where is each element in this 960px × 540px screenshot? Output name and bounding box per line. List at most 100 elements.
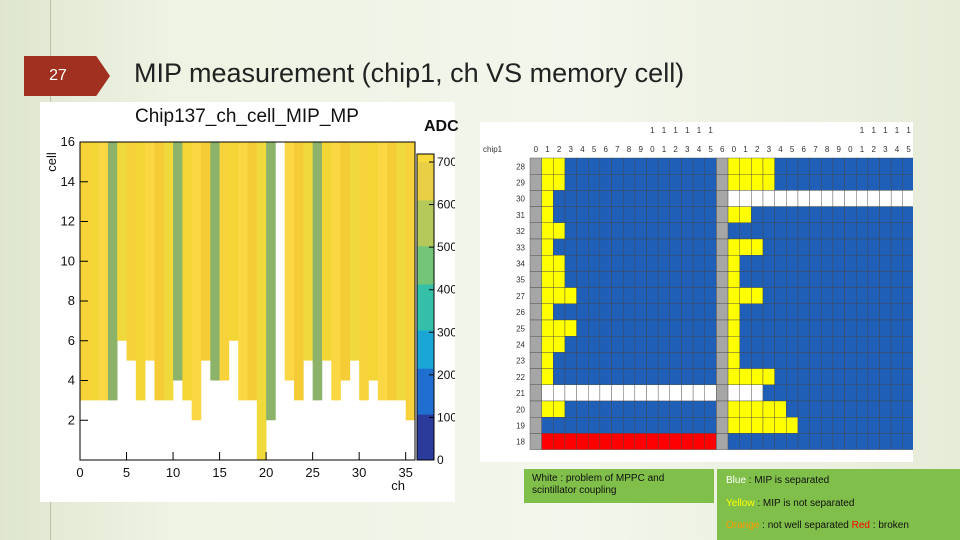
- table-top-digit: 1: [650, 126, 655, 135]
- channel-table-svg: 111111111111chip101234567890123456012345…: [480, 122, 945, 462]
- colorbar-segment: [417, 299, 434, 308]
- table-cell: [867, 287, 880, 305]
- table-cell: [832, 174, 845, 191]
- table-cell: [844, 319, 857, 337]
- table-cell: [704, 238, 717, 256]
- table-cell: [553, 206, 566, 223]
- x-tick-label: 10: [166, 465, 180, 480]
- table-cell: [902, 319, 915, 337]
- table-cell: [832, 335, 845, 353]
- table-col-digit: 2: [755, 145, 760, 154]
- table-col-digit: 1: [662, 145, 667, 154]
- table-cell: [821, 157, 834, 175]
- table-cell: [844, 190, 857, 207]
- table-cell: [646, 417, 659, 434]
- table-cell: [902, 352, 915, 369]
- table-cell: [611, 190, 624, 207]
- table-cell: [669, 368, 682, 386]
- table-cell: [704, 303, 717, 321]
- table-cell: [797, 335, 810, 353]
- table-cell: [809, 271, 822, 288]
- table-cell: [681, 254, 694, 272]
- table-cell: [716, 222, 729, 240]
- table-cell: [599, 433, 612, 450]
- table-cell: [727, 157, 740, 175]
- heatmap-column: [80, 142, 90, 401]
- table-cell: [541, 400, 554, 418]
- x-tick-label: 30: [352, 465, 366, 480]
- table-cell: [879, 335, 892, 353]
- table-cell: [634, 206, 647, 223]
- table-cell: [751, 319, 764, 337]
- table-cell: [553, 335, 566, 353]
- table-cell: [529, 417, 542, 434]
- table-cell: [821, 303, 834, 321]
- table-cell: [634, 287, 647, 305]
- table-col-digit: 4: [580, 145, 585, 154]
- table-cell: [890, 335, 903, 353]
- table-cell: [646, 271, 659, 288]
- table-cell: [599, 206, 612, 223]
- table-cell: [867, 335, 880, 353]
- table-cell: [541, 271, 554, 288]
- table-col-digit: 0: [534, 145, 539, 154]
- table-cell: [809, 303, 822, 321]
- table-cell: [529, 368, 542, 386]
- table-cell: [541, 206, 554, 223]
- table-cell: [797, 190, 810, 207]
- table-cell: [762, 206, 775, 223]
- table-cell: [879, 238, 892, 256]
- table-row-label-left: 27: [516, 292, 525, 301]
- table-cell: [704, 254, 717, 272]
- table-cell: [634, 254, 647, 272]
- table-cell: [611, 417, 624, 434]
- table-cell: [529, 271, 542, 288]
- table-cell: [716, 271, 729, 288]
- table-cell: [786, 417, 799, 434]
- legend-yellow-text: : MIP is not separated: [754, 498, 855, 509]
- table-cell: [867, 417, 880, 434]
- table-cell: [751, 433, 764, 450]
- table-cell: [646, 174, 659, 191]
- table-cell: [739, 287, 752, 305]
- heatmap-column: [266, 142, 276, 421]
- table-cell: [692, 222, 705, 240]
- table-cell: [751, 384, 764, 402]
- table-col-digit: 2: [557, 145, 562, 154]
- table-cell: [681, 303, 694, 321]
- table-cell: [890, 368, 903, 386]
- table-cell: [902, 254, 915, 272]
- table-cell: [832, 368, 845, 386]
- table-cell: [774, 352, 787, 369]
- table-cell: [692, 174, 705, 191]
- table-cell: [529, 206, 542, 223]
- table-cell: [634, 352, 647, 369]
- table-cell: [727, 206, 740, 223]
- table-cell: [762, 271, 775, 288]
- table-col-digit: 5: [592, 145, 597, 154]
- table-cell: [890, 287, 903, 305]
- table-cell: [681, 222, 694, 240]
- table-cell: [786, 254, 799, 272]
- table-cell: [657, 319, 670, 337]
- table-cell: [890, 400, 903, 418]
- table-row-label-left: 34: [516, 260, 525, 269]
- table-cell: [564, 303, 577, 321]
- colorbar-segment: [417, 414, 434, 423]
- table-cell: [751, 254, 764, 272]
- x-tick-label: 0: [76, 465, 83, 480]
- table-cell: [541, 157, 554, 175]
- table-cell: [902, 433, 915, 450]
- table-cell: [786, 303, 799, 321]
- table-cell: [541, 254, 554, 272]
- table-cell: [564, 319, 577, 337]
- table-cell: [622, 287, 636, 305]
- legend-color-box: Blue : MIP is separated Yellow : MIP is …: [717, 469, 960, 540]
- table-cell: [797, 400, 810, 418]
- table-col-digit: 4: [697, 145, 702, 154]
- table-cell: [856, 222, 869, 240]
- table-cell: [890, 238, 903, 256]
- table-cell: [681, 174, 694, 191]
- table-cell: [856, 303, 869, 321]
- table-cell: [611, 206, 624, 223]
